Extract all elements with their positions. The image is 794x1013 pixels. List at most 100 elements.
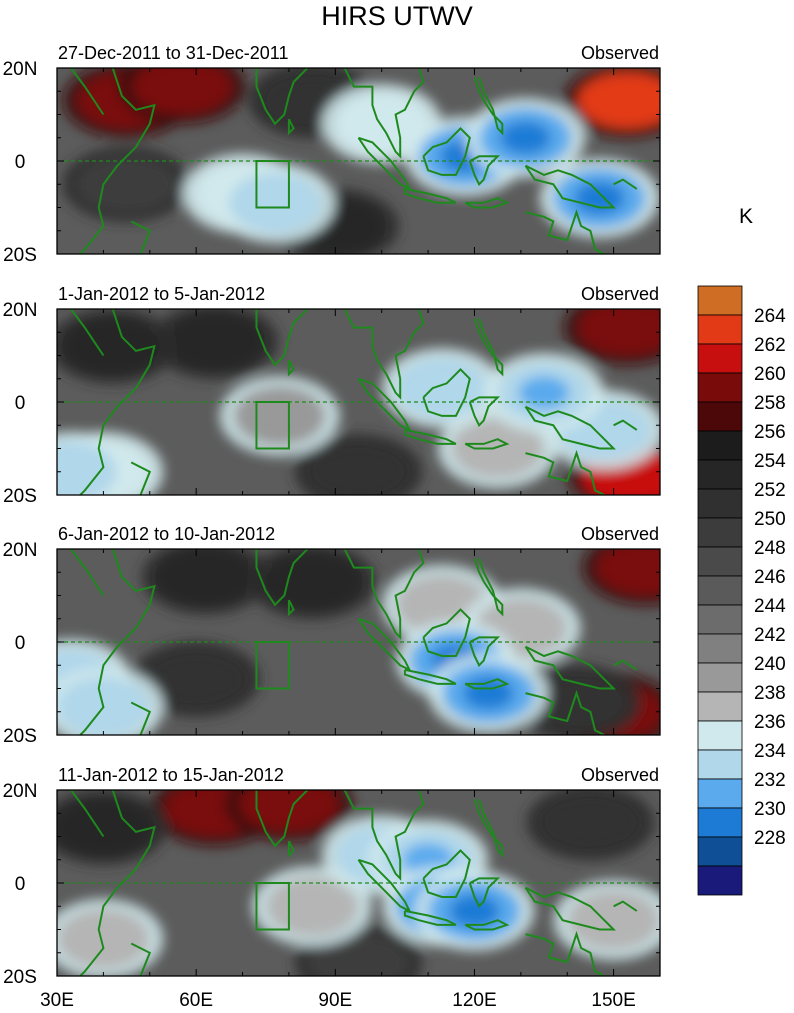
field-feature [164, 313, 265, 370]
colorbar-label: 238 [754, 683, 786, 704]
coastline [70, 549, 105, 597]
colorbar-label: 250 [754, 509, 786, 530]
y-tick-label: 0 [15, 152, 26, 173]
map-panel: 20S 0 20N 1-Jan-2012 to 5-Jan-2012 Observed [3, 284, 661, 507]
field-feature [132, 68, 233, 115]
coastline [343, 549, 425, 640]
colorbar-label: 260 [754, 364, 786, 385]
coastline [473, 798, 504, 858]
panel-type-label: Observed [581, 43, 659, 63]
y-tick-label: 0 [15, 874, 26, 895]
map-panel: 20S 0 20N 6-Jan-2012 to 10-Jan-2012 Observed [3, 524, 661, 747]
panel-type-label: Observed [581, 524, 659, 544]
coastline [287, 118, 295, 136]
colorbar-label: 254 [754, 451, 786, 472]
coastline [525, 689, 605, 735]
colorbar-label: 258 [754, 393, 786, 414]
coastline [464, 197, 510, 209]
contour-field [57, 790, 660, 976]
region-box [255, 641, 290, 690]
field-feature [308, 443, 409, 495]
colorbar-label: 234 [754, 741, 786, 762]
coastline [255, 309, 309, 367]
coastline [255, 68, 309, 126]
coastline [524, 405, 617, 450]
colorbar-label: 228 [754, 828, 786, 849]
coastline [422, 367, 471, 417]
x-tick-label: 120E [452, 990, 496, 1011]
y-tick-label: 20N [3, 540, 38, 561]
map-panel: 20S 0 20N 11-Jan-2012 to 15-Jan-2012 Observe… [3, 765, 661, 988]
y-tick-label: 20N [3, 781, 38, 802]
colorbar-label: 230 [754, 799, 786, 820]
coastline [255, 790, 309, 848]
colorbar-swatch [697, 749, 743, 780]
colorbar-swatch [697, 836, 743, 867]
coastline [422, 608, 471, 657]
coastline [473, 557, 504, 617]
map-panels: 20S 0 20N 27-Dec-2011 to 31-Dec-2011 Observe… [3, 43, 661, 988]
colorbar-label: 256 [754, 422, 786, 443]
x-axis: 30E 60E 90E 120E 150E [40, 990, 636, 1011]
coastline [525, 449, 605, 495]
y-tick-label: 20S [3, 486, 37, 507]
field-feature [577, 72, 660, 129]
field-feature [540, 794, 641, 851]
y-tick-label: 20S [3, 245, 37, 266]
coastline [255, 549, 309, 607]
region-box [255, 160, 290, 209]
y-tick-label: 20S [3, 967, 37, 988]
colorbar-label: 244 [754, 596, 786, 617]
field-feature [62, 318, 163, 375]
colorbar-swatch [697, 865, 743, 896]
field-feature [155, 549, 256, 605]
field-feature [57, 441, 117, 495]
colorbar-label: 248 [754, 538, 786, 559]
colorbar-swatch [697, 633, 743, 664]
coastline [473, 317, 504, 377]
field-feature [238, 790, 339, 832]
colorbar-label: 236 [754, 712, 786, 733]
field-feature [76, 156, 177, 213]
field-feature [395, 358, 488, 419]
colorbar-swatch [697, 459, 743, 490]
coastline [70, 790, 105, 838]
x-tick-label: 90E [318, 990, 352, 1011]
coastlines [70, 68, 638, 254]
colorbar-label: 262 [754, 335, 786, 356]
coastline [473, 76, 504, 136]
colorbar-swatch [697, 401, 743, 432]
colorbar-label: 242 [754, 625, 786, 646]
colorbar-label: 246 [754, 567, 786, 588]
y-tick-label: 0 [15, 633, 26, 654]
colorbar-unit-label: K [739, 205, 753, 228]
colorbar-label: 264 [754, 306, 786, 327]
field-feature-core [518, 376, 570, 410]
colorbar-swatch [697, 314, 743, 345]
coastline [343, 68, 425, 159]
coastline [287, 359, 295, 377]
x-tick-label: 30E [40, 990, 74, 1011]
field-feature [567, 890, 660, 951]
coastline [130, 942, 152, 976]
contour-field [62, 68, 660, 254]
contour-field [57, 309, 660, 495]
field-feature [262, 553, 363, 610]
coastline [468, 636, 501, 668]
coastline [130, 220, 152, 254]
coastline [403, 909, 457, 926]
coastline [524, 645, 617, 690]
field-feature-core [574, 181, 625, 215]
colorbar-swatch [697, 488, 743, 519]
colorbar-label: 232 [754, 770, 786, 791]
coastlines [70, 309, 638, 495]
coastlines [70, 549, 638, 735]
region-box [255, 882, 290, 931]
coastline [343, 790, 425, 881]
panel-type-label: Observed [581, 765, 659, 785]
coastline [468, 155, 501, 187]
y-tick-label: 20N [3, 300, 38, 321]
colorbar-swatch [697, 343, 743, 374]
colorbar-swatch [697, 720, 743, 751]
